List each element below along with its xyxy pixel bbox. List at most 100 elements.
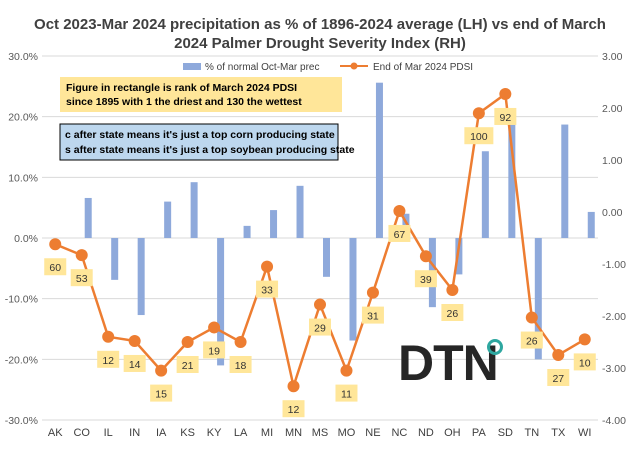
rank-label: 92 bbox=[499, 112, 511, 124]
precip-bar bbox=[455, 238, 463, 275]
rank-label: 12 bbox=[102, 355, 114, 367]
rank-label-box bbox=[441, 304, 464, 321]
left-axis-tick-label: -10.0% bbox=[5, 294, 38, 306]
pdsi-marker bbox=[393, 204, 406, 217]
crop-note-line-2: s after state means it's just a top soyb… bbox=[65, 144, 355, 156]
precip-bar bbox=[217, 238, 225, 366]
rank-label: 14 bbox=[129, 359, 141, 371]
precip-bar bbox=[296, 185, 304, 238]
rank-label-box bbox=[335, 384, 358, 402]
rank-note-line-1: Figure in rectangle is rank of March 202… bbox=[66, 82, 297, 94]
pdsi-marker bbox=[366, 286, 379, 299]
right-axis-tick-label: -2.00 bbox=[602, 311, 626, 323]
rank-label-box bbox=[150, 384, 173, 402]
legend-line-marker bbox=[350, 62, 358, 70]
rank-label: 31 bbox=[367, 311, 379, 323]
crop-note-box: c after state means it's just a top corn… bbox=[59, 123, 355, 161]
pdsi-marker bbox=[75, 249, 88, 262]
rank-label-box bbox=[44, 258, 67, 276]
rank-label-box bbox=[573, 353, 596, 371]
pdsi-marker bbox=[314, 298, 326, 311]
pdsi-marker bbox=[128, 334, 141, 347]
right-axis-tick-label: 0.00 bbox=[602, 207, 623, 219]
rank-label: 26 bbox=[526, 336, 538, 348]
rank-label-box bbox=[282, 400, 305, 418]
rank-label-box bbox=[547, 369, 570, 386]
left-axis-tick-label: 10.0% bbox=[8, 172, 38, 184]
pdsi-marker bbox=[49, 238, 62, 251]
precip-bar bbox=[349, 238, 357, 341]
rank-label: 26 bbox=[447, 308, 459, 320]
precip-bar bbox=[323, 238, 330, 277]
rank-label-box bbox=[494, 107, 517, 125]
pdsi-marker bbox=[155, 364, 168, 377]
dtn-logo-text: DTN bbox=[398, 335, 498, 391]
rank-label-box bbox=[203, 341, 226, 359]
pdsi-marker bbox=[552, 349, 565, 361]
pdsi-marker bbox=[525, 311, 538, 324]
precip-bar bbox=[270, 210, 278, 238]
category-label: CO bbox=[73, 427, 90, 439]
rank-label: 19 bbox=[208, 345, 220, 357]
rank-note-line-2: since 1895 with 1 the driest and 130 the… bbox=[66, 96, 302, 108]
category-label: SD bbox=[498, 427, 513, 439]
right-axis-tick-label: -1.00 bbox=[602, 259, 626, 271]
category-label: NE bbox=[365, 427, 380, 439]
rank-label-box bbox=[388, 224, 411, 242]
category-label: TN bbox=[524, 427, 539, 439]
legend-line-label: End of Mar 2024 PDSI bbox=[373, 62, 473, 73]
chart-title-line-1: Oct 2023-Mar 2024 precipitation as % of … bbox=[34, 16, 606, 33]
rank-label: 21 bbox=[182, 360, 194, 372]
rank-label: 100 bbox=[470, 131, 488, 143]
pdsi-marker bbox=[499, 87, 512, 100]
rank-label-box bbox=[229, 356, 252, 373]
rank-label-box bbox=[97, 350, 120, 368]
precip-bar bbox=[481, 151, 489, 238]
rank-labels: 60 53 12 14 15 21 19 18 33 12 29 11 31 67 39 26 100 92 26 2… bbox=[44, 107, 596, 418]
category-label: ND bbox=[418, 427, 434, 439]
rank-note-box: Figure in rectangle is rank of March 202… bbox=[60, 77, 342, 112]
pdsi-marker bbox=[472, 107, 485, 120]
category-label: TX bbox=[551, 427, 566, 439]
category-label: LA bbox=[234, 427, 248, 439]
pdsi-marker bbox=[261, 260, 274, 273]
rank-label-box bbox=[256, 280, 279, 298]
precip-bar bbox=[137, 238, 145, 316]
legend: % of normal Oct-Mar prec End of Mar 2024… bbox=[183, 62, 473, 73]
rank-label: 60 bbox=[49, 262, 61, 274]
pdsi-marker bbox=[234, 336, 247, 348]
category-label: NC bbox=[391, 427, 407, 439]
rank-label: 39 bbox=[420, 274, 432, 286]
category-label: MI bbox=[261, 427, 273, 439]
right-axis-tick-label: 3.00 bbox=[602, 51, 623, 63]
crop-note-line-1: c after state means it's just a top corn… bbox=[65, 129, 335, 141]
precip-bar bbox=[190, 182, 198, 238]
rank-label: 67 bbox=[394, 229, 406, 241]
pdsi-marker bbox=[578, 333, 591, 346]
rank-label: 53 bbox=[76, 273, 88, 285]
category-label: OH bbox=[444, 427, 461, 439]
rank-label: 10 bbox=[579, 357, 591, 369]
pdsi-marker bbox=[208, 321, 221, 334]
rank-label: 27 bbox=[552, 373, 564, 385]
left-axis-tick-label: -30.0% bbox=[5, 415, 38, 427]
left-axis-tick-label: -20.0% bbox=[5, 354, 38, 366]
rank-label-box bbox=[123, 354, 146, 372]
pdsi-marker bbox=[446, 284, 459, 296]
category-label: KY bbox=[207, 427, 222, 439]
category-label: IN bbox=[129, 427, 140, 439]
right-axis-tick-label: 2.00 bbox=[602, 103, 623, 115]
category-label: IL bbox=[104, 427, 113, 439]
precip-bar bbox=[587, 211, 595, 238]
rank-label-box bbox=[70, 269, 93, 287]
category-label: MO bbox=[338, 427, 356, 439]
right-axis-tick-label: -4.00 bbox=[602, 415, 626, 427]
rank-note-background bbox=[60, 77, 342, 112]
pdsi-marker bbox=[287, 380, 300, 393]
rank-label: 12 bbox=[288, 404, 300, 416]
right-axis-tick-label: 1.00 bbox=[602, 155, 623, 167]
category-label: AK bbox=[48, 427, 63, 439]
category-label: MS bbox=[312, 427, 329, 439]
